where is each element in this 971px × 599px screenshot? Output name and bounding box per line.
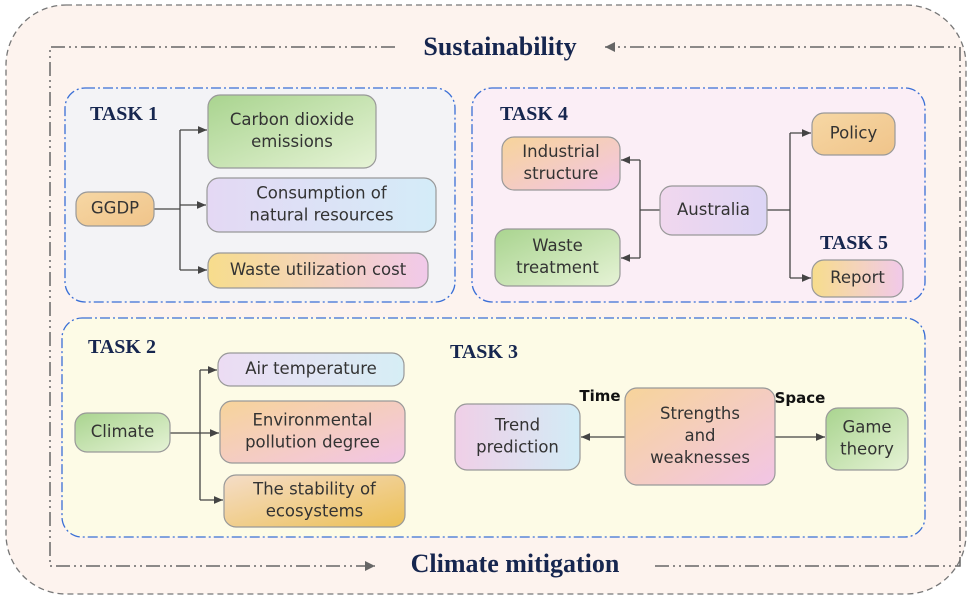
node-label: Waste utilization cost bbox=[230, 260, 407, 279]
loop-arrow bbox=[365, 561, 375, 571]
node: Air temperature bbox=[217, 352, 405, 387]
node-label: Game bbox=[842, 418, 891, 437]
node: Policy bbox=[811, 112, 896, 156]
node-label: prediction bbox=[476, 438, 559, 457]
node-box bbox=[825, 407, 909, 471]
node-label: and bbox=[684, 426, 715, 445]
node-box bbox=[207, 252, 429, 289]
node-box bbox=[811, 259, 904, 298]
node-label: ecosystems bbox=[266, 502, 364, 521]
edge-label: Time bbox=[579, 387, 620, 405]
task-label: TASK 2 bbox=[88, 336, 156, 358]
node-label: Report bbox=[830, 268, 885, 287]
node-label: Trend bbox=[494, 416, 540, 435]
node-box bbox=[219, 400, 406, 464]
node: Strengths and weaknesses bbox=[624, 387, 776, 486]
edge-label: Space bbox=[775, 389, 826, 407]
node-box bbox=[207, 94, 377, 169]
node-box bbox=[659, 185, 768, 236]
task-label: TASK 1 bbox=[90, 103, 158, 125]
node-label: pollution degree bbox=[245, 433, 380, 452]
node-box bbox=[206, 177, 437, 233]
node: Consumption of natural resources bbox=[206, 177, 437, 233]
node: Australia bbox=[659, 185, 768, 236]
connectors bbox=[154, 126, 825, 504]
node: Waste treatment bbox=[494, 228, 621, 287]
node-box bbox=[223, 474, 406, 528]
node-label: emissions bbox=[251, 132, 333, 151]
node-label: Environmental bbox=[252, 411, 372, 430]
node-label: structure bbox=[524, 164, 599, 183]
loop bbox=[49, 46, 961, 567]
node-label: theory bbox=[840, 440, 894, 459]
node: Game theory bbox=[825, 407, 909, 471]
node: GGDP bbox=[75, 191, 155, 227]
node: Report bbox=[811, 259, 904, 298]
node: Climate bbox=[74, 412, 171, 453]
node-box bbox=[624, 387, 776, 486]
node: Waste utilization cost bbox=[207, 252, 429, 289]
loop-arrow bbox=[605, 42, 615, 52]
node-label: GGDP bbox=[91, 199, 139, 218]
footer: Climate mitigation bbox=[411, 549, 620, 578]
node-box bbox=[454, 403, 581, 471]
node-box bbox=[811, 112, 896, 156]
task-label: TASK 4 bbox=[500, 103, 568, 125]
node: Industrial structure bbox=[501, 136, 621, 191]
node-box bbox=[501, 136, 621, 191]
node: Carbon dioxide emissions bbox=[207, 94, 377, 169]
node-label: Consumption of bbox=[256, 184, 388, 203]
node-label: Climate bbox=[91, 422, 155, 441]
node-box bbox=[494, 228, 621, 287]
node-label: Industrial bbox=[522, 142, 599, 161]
node-label: Waste bbox=[532, 236, 583, 255]
node-label: treatment bbox=[516, 258, 599, 277]
node: Environmental pollution degree bbox=[219, 400, 406, 464]
node-label: Carbon dioxide bbox=[230, 110, 354, 129]
node-box bbox=[75, 191, 155, 227]
task-label: TASK 5 bbox=[820, 232, 888, 254]
node-label: Australia bbox=[677, 200, 750, 219]
node-label: Strengths bbox=[660, 404, 740, 423]
node-label: Policy bbox=[830, 124, 878, 143]
node: The stability of ecosystems bbox=[223, 474, 406, 528]
node-box bbox=[74, 412, 171, 453]
node-label: natural resources bbox=[249, 206, 393, 225]
node-box bbox=[217, 352, 405, 387]
node-label: weaknesses bbox=[650, 448, 750, 467]
title: Sustainability bbox=[423, 32, 576, 61]
node-label: Air temperature bbox=[245, 359, 377, 378]
task-label: TASK 3 bbox=[450, 341, 518, 363]
node: Trend prediction bbox=[454, 403, 581, 471]
node-label: The stability of bbox=[252, 480, 377, 499]
